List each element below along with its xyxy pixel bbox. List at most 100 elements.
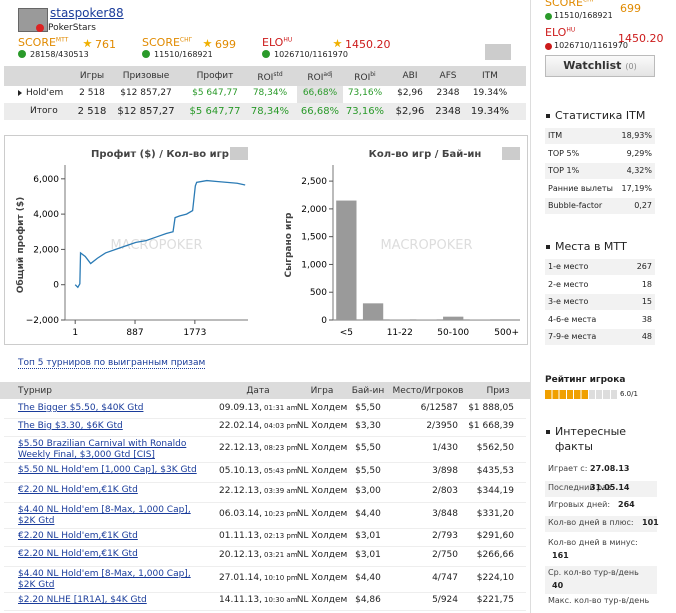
camera-icon [502, 147, 520, 160]
fact-label: Ср. кол-во тур-в/день [548, 568, 639, 577]
score-label: SCOREСНГ [545, 0, 595, 9]
tournament-place: 6/12587 [420, 403, 458, 413]
username[interactable]: staspoker88 [50, 6, 124, 20]
watchlist-label[interactable]: Watchlist [563, 59, 622, 72]
sidebar-row-value: 4,32% [626, 166, 652, 175]
tournament-date: 22.12.13, [219, 486, 262, 496]
avatar [18, 8, 48, 32]
x-tick-label: <5 [340, 328, 353, 338]
tournament-prize: $331,20 [476, 509, 514, 519]
sidebar-row-label: 3-е место [548, 297, 589, 306]
score-icon [142, 50, 150, 58]
bar [389, 319, 410, 320]
sidebar-row-label: TOP 5% [548, 148, 580, 158]
sidebar-row-label: 7-9-е места [548, 332, 597, 341]
tournament-buyin: $3,01 [355, 550, 381, 560]
sidebar-row-bg [545, 329, 655, 345]
tournament-time: 05:43 pm [264, 467, 298, 475]
y-tick-label: 500 [310, 288, 327, 298]
tournament-place: 2/3950 [426, 421, 458, 431]
tournament-name[interactable]: $5.50 NL Hold'em [1,000 Cap], $3K Gtd [18, 465, 197, 475]
tournament-game: NL Холдем [296, 421, 348, 431]
tournaments-header-bg [0, 382, 530, 399]
y-tick-label: 4,000 [33, 210, 59, 220]
sidebar-row-label: Bubble-factor [548, 201, 603, 210]
stats-header: Призовые [122, 71, 170, 81]
tournament-prize: $344,19 [476, 486, 514, 496]
row-separator [4, 502, 526, 503]
tournament-prize: $435,53 [476, 466, 514, 476]
sidebar-row-bg [545, 145, 655, 162]
tournament-name[interactable]: $2.20 NLHE [1R1A], $4K Gtd [18, 595, 147, 605]
stats-cell: 2 518 [77, 106, 107, 117]
x-tick-label: 1 [72, 328, 78, 338]
y-tick-label: 1,000 [301, 260, 327, 270]
tournament-date: 22.12.13, [219, 443, 262, 453]
camera-icon [485, 44, 511, 60]
watchlist-button[interactable]: Watchlist (0) [545, 55, 655, 77]
row-arrow [18, 90, 22, 96]
sidebar-row-value: 9,29% [626, 148, 652, 158]
stats-header: ROIadj [307, 71, 333, 83]
rating-segment [603, 390, 610, 399]
tournaments-header: Игра [310, 386, 334, 396]
x-tick-label: 887 [126, 328, 143, 338]
room-icon [36, 24, 44, 32]
tournament-name[interactable]: $4.40 NL Hold'em [8-Max, 1,000 Cap], $2K… [18, 569, 191, 590]
tournament-name[interactable]: The Bigger $5.50, $40K Gtd [18, 403, 144, 413]
stats-row-label: Hold'em [26, 88, 64, 98]
tournament-date: 05.10.13, [219, 466, 262, 476]
score-rank: 1026710/1161970 [554, 41, 628, 50]
row-separator [4, 482, 526, 483]
superscript: СНГ [583, 0, 595, 3]
tournaments-caption[interactable]: Топ 5 турниров по выигранным призам [18, 358, 206, 369]
sidebar-row-label: ITM [548, 131, 563, 140]
watermark: MACROPOKER [380, 238, 472, 253]
superscript: СНГ [179, 36, 193, 44]
tournament-date: 06.03.14, [219, 509, 262, 519]
tournament-name[interactable]: $4.40 NL Hold'em [8-Max, 1,000 Cap], $2K… [18, 505, 191, 526]
score-value: 1450.20 [345, 38, 391, 51]
stats-header: ABI [402, 71, 418, 81]
tournament-place: 4/747 [432, 573, 458, 583]
stats-total-bg [4, 103, 526, 120]
tournament-game: NL Холдем [296, 550, 348, 560]
stats-cell: 2348 [436, 88, 460, 98]
x-tick-label: 500+ [494, 328, 519, 338]
row-separator [4, 546, 526, 547]
sidebar-row-value: 38 [641, 314, 652, 324]
tournament-time: 03:39 am [264, 487, 298, 495]
tournament-name[interactable]: €2.20 NL Hold'em,€1K Gtd [18, 549, 138, 559]
tournament-prize: $562,50 [476, 443, 514, 453]
fact-value: 27.08.13 [590, 464, 630, 473]
rating-segment [610, 390, 617, 399]
tournament-name[interactable]: $5.50 Brazilian Carnival with Ronaldo We… [18, 439, 187, 460]
tournament-place: 3/898 [432, 466, 458, 476]
tournament-name[interactable]: The Big $3.30, $6K Gtd [18, 421, 123, 431]
score-value: 761 [95, 38, 116, 51]
stats-header: Игры [79, 71, 105, 81]
fact-bg [545, 462, 657, 478]
tournament-place: 3/848 [432, 509, 458, 519]
rating-label: 6.0/1 [620, 390, 638, 398]
stats-cell: 78,34% [250, 106, 290, 117]
row-separator [4, 528, 526, 529]
score-label: SCOREСНГ [142, 36, 193, 49]
stats-cell: 73,16% [347, 88, 383, 98]
tournament-prize: $1 888,05 [468, 403, 514, 413]
sidebar-row-label: 2-е место [548, 279, 589, 289]
tournament-game: NL Холдем [296, 531, 348, 541]
score-icon [18, 50, 26, 58]
tournament-name[interactable]: €2.20 NL Hold'em,€1K Gtd [18, 531, 138, 541]
stats-cell: $5 647,77 [192, 88, 238, 98]
stats-cell: 2348 [435, 106, 461, 117]
tournament-time: 10:30 am [264, 596, 298, 604]
score-label: ELOHU [262, 36, 293, 49]
stats-cell: $2,96 [395, 106, 425, 117]
fact-value: 40 [552, 581, 564, 590]
fact-label: Играет с: [548, 464, 588, 473]
tournament-name[interactable]: €2.20 NL Hold'em,€1K Gtd [18, 485, 138, 495]
charts: Профит ($) / Кол-во игр MACROPOKER Общий п… [15, 147, 520, 338]
fact-label: Последний раз: [548, 483, 614, 492]
score-star [333, 39, 342, 48]
